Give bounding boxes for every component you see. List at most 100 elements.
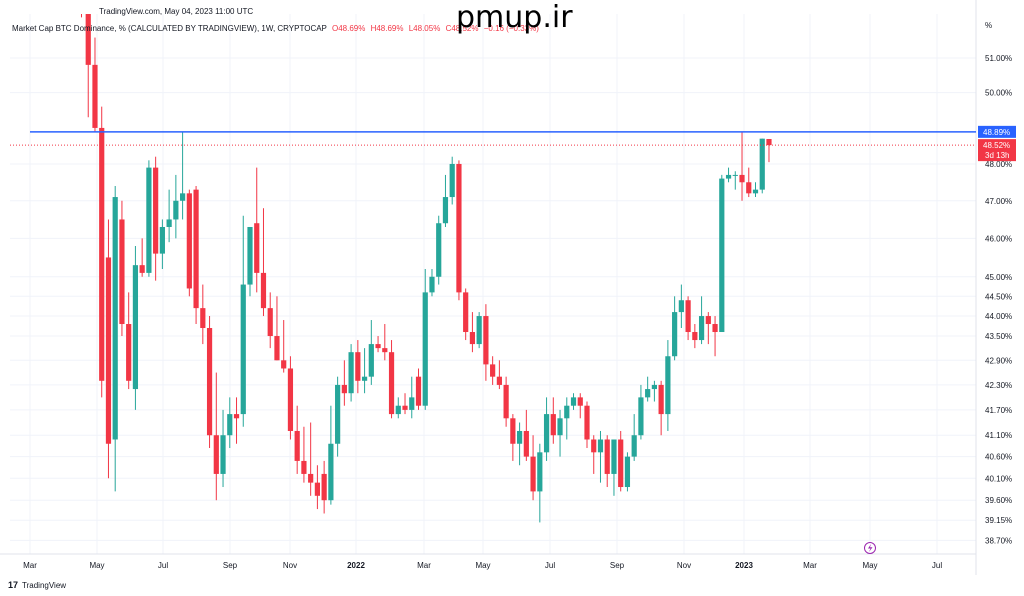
x-tick-label: Mar (417, 561, 431, 570)
candle-down (355, 352, 361, 381)
candle-up (759, 138, 765, 190)
low-value: L48.05% (408, 24, 441, 33)
candle-up (638, 397, 644, 436)
candle-down (85, 14, 91, 65)
candle-down (105, 257, 112, 444)
tradingview-footer[interactable]: 17 TradingView (8, 580, 66, 590)
y-tick-label: 39.15% (985, 516, 1012, 525)
last-price-label: 48.52% (983, 141, 1010, 150)
candle-up (409, 397, 415, 410)
x-tick-label: Nov (283, 561, 297, 570)
candle-up (570, 397, 577, 406)
open-value: O48.69% (331, 24, 366, 33)
candle-up (651, 384, 657, 390)
x-tick-label: Mar (803, 561, 817, 570)
candle-down (685, 300, 691, 333)
x-tick-label: Sep (610, 561, 625, 570)
close-value: C48.52% (445, 24, 479, 33)
candle-up (557, 418, 563, 436)
y-tick-label: 44.00% (985, 312, 1012, 321)
candle-down (206, 328, 213, 436)
x-tick-label: Sep (223, 561, 238, 570)
y-tick-label: 41.70% (985, 406, 1012, 415)
candle-down (233, 414, 240, 419)
y-tick-label: 41.10% (985, 431, 1012, 440)
candle-down (591, 439, 597, 453)
y-tick-label: 39.60% (985, 496, 1012, 505)
candle-up (719, 178, 725, 333)
x-tick-label: Jul (545, 561, 555, 570)
candle-down (415, 376, 422, 406)
y-tick-label: 43.50% (985, 332, 1012, 341)
candle-down (766, 139, 772, 146)
x-tick-label: Jul (158, 561, 168, 570)
candle-up (240, 284, 246, 415)
candle-up (361, 376, 368, 381)
candle-up (112, 197, 118, 440)
candle-down (746, 182, 752, 194)
x-tick-label: 2022 (347, 561, 365, 570)
y-tick-label: 45.00% (985, 273, 1012, 282)
source-line: TradingView.com, May 04, 2023 11:00 UTC (99, 7, 254, 16)
candle-down (119, 219, 125, 325)
candle-down (200, 308, 206, 329)
price-axis-unit: % (985, 21, 993, 30)
candle-up (449, 163, 455, 198)
level-price-label-bg (978, 125, 1016, 138)
candle-up (631, 435, 637, 457)
y-tick-label: 51.00% (985, 54, 1012, 63)
candle-down (483, 316, 489, 365)
candle-down (463, 292, 469, 333)
candle-down (294, 430, 300, 461)
candle-up (395, 405, 401, 415)
candle-up (672, 312, 678, 357)
y-tick-label: 42.90% (985, 356, 1012, 365)
candle-down (281, 360, 287, 369)
lightning-icon (868, 544, 873, 552)
symbol-title: Market Cap BTC Dominance, % (CALCULATED … (12, 24, 327, 33)
candle-up (597, 439, 604, 453)
candle-down (739, 174, 745, 183)
event-lightning-icon (864, 542, 876, 554)
candle-down (604, 439, 610, 474)
candle-down (510, 418, 516, 444)
candle-down (584, 405, 590, 440)
candle-down (490, 364, 496, 377)
last-price-label-bg (978, 139, 1016, 162)
candle-down (382, 348, 388, 353)
candle-up (517, 430, 523, 444)
candle-up (752, 189, 759, 194)
candle-down (375, 344, 381, 349)
candle-up (611, 439, 617, 474)
candle-down (139, 265, 145, 273)
candle-down (523, 430, 529, 457)
candle-up (348, 352, 354, 394)
y-tick-label: 44.50% (985, 292, 1012, 301)
candle-down (274, 336, 280, 361)
candle-down (308, 473, 314, 483)
candle-down (267, 308, 273, 337)
candle-down (287, 368, 294, 431)
change-value: −0.16 (−0.33%) (483, 24, 539, 33)
level-price-label: 48.89% (983, 128, 1010, 137)
candle-up (436, 223, 442, 277)
candle-down (388, 352, 395, 415)
candle-down (321, 473, 327, 501)
candle-down (577, 397, 583, 406)
candle-up (732, 174, 738, 176)
candle-up (645, 389, 651, 398)
y-tick-label: 42.30% (985, 381, 1012, 390)
candle-up (429, 276, 435, 293)
x-tick-label: Jul (932, 561, 942, 570)
candle-up (173, 200, 179, 220)
y-tick-label: 48.00% (985, 160, 1012, 169)
x-tick-label: May (862, 561, 877, 570)
candle-down (402, 405, 408, 410)
candle-down (705, 316, 711, 325)
candle-down (193, 189, 199, 309)
tradingview-logo-icon: 17 (8, 580, 19, 590)
y-tick-label: 47.00% (985, 197, 1012, 206)
candle-up (698, 316, 705, 341)
candle-up (146, 167, 152, 273)
